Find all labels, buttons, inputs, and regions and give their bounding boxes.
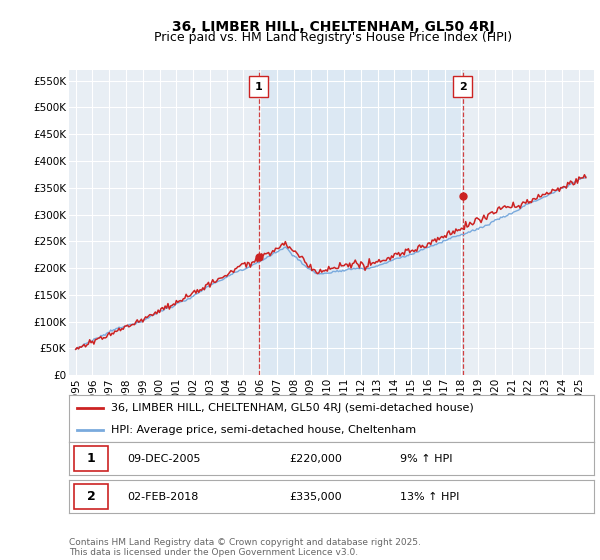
Text: Price paid vs. HM Land Registry's House Price Index (HPI): Price paid vs. HM Land Registry's House … — [154, 31, 512, 44]
FancyBboxPatch shape — [250, 76, 268, 97]
Text: 1: 1 — [255, 82, 263, 92]
Text: HPI: Average price, semi-detached house, Cheltenham: HPI: Average price, semi-detached house,… — [111, 424, 416, 435]
Text: Contains HM Land Registry data © Crown copyright and database right 2025.
This d: Contains HM Land Registry data © Crown c… — [69, 538, 421, 557]
Text: 2: 2 — [459, 82, 467, 92]
FancyBboxPatch shape — [454, 76, 472, 97]
FancyBboxPatch shape — [74, 484, 109, 509]
FancyBboxPatch shape — [74, 446, 109, 471]
Text: 2: 2 — [87, 490, 95, 503]
Text: 09-DEC-2005: 09-DEC-2005 — [127, 454, 200, 464]
Text: £335,000: £335,000 — [290, 492, 342, 502]
Text: 13% ↑ HPI: 13% ↑ HPI — [400, 492, 459, 502]
Bar — [259, 70, 463, 375]
Text: 36, LIMBER HILL, CHELTENHAM, GL50 4RJ (semi-detached house): 36, LIMBER HILL, CHELTENHAM, GL50 4RJ (s… — [111, 403, 474, 413]
Text: 1: 1 — [87, 452, 95, 465]
Text: 9% ↑ HPI: 9% ↑ HPI — [400, 454, 452, 464]
Text: 36, LIMBER HILL, CHELTENHAM, GL50 4RJ: 36, LIMBER HILL, CHELTENHAM, GL50 4RJ — [172, 20, 494, 34]
Text: 02-FEB-2018: 02-FEB-2018 — [127, 492, 198, 502]
Text: £220,000: £220,000 — [290, 454, 343, 464]
